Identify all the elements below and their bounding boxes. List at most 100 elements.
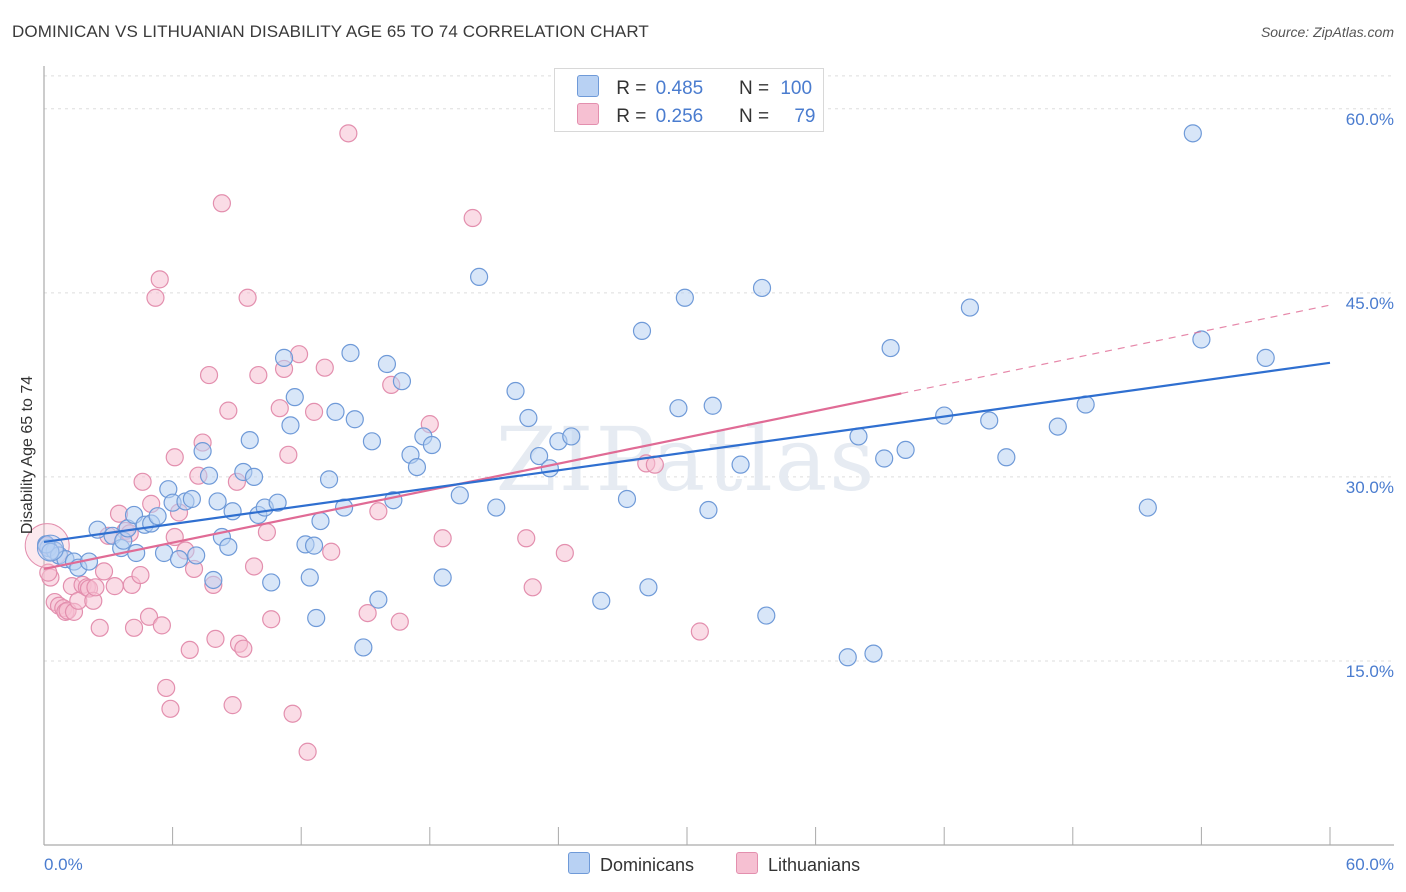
dominicans-point xyxy=(592,591,611,610)
lithuanians-point xyxy=(161,699,180,718)
dominicans-point xyxy=(307,608,326,628)
legend-n-label: N = xyxy=(738,78,770,99)
legend-n-value: 79 xyxy=(794,106,816,127)
dominicans-point xyxy=(268,493,287,512)
legend-swatch-pink xyxy=(577,103,599,125)
chart-title: DOMINICAN VS LITHUANIAN DISABILITY AGE 6… xyxy=(12,22,649,41)
dominicans-point xyxy=(244,467,264,487)
x-tick-label: 60.0% xyxy=(1346,855,1394,874)
dominicans-point xyxy=(757,606,776,625)
dominicans-point xyxy=(1256,348,1275,367)
dominicans-point xyxy=(675,288,694,307)
lithuanians-point xyxy=(289,345,309,364)
y-tick-label: 45.0% xyxy=(1346,294,1394,313)
dominicans-point xyxy=(703,396,722,415)
lithuanians-point xyxy=(262,610,281,629)
lithuanians-point xyxy=(369,502,388,521)
lithuanians-point xyxy=(358,603,377,623)
source-label: Source: ZipAtlas.com xyxy=(1260,24,1394,40)
dominicans-point xyxy=(187,546,206,565)
dominicans-point xyxy=(240,430,259,450)
lithuanians-point xyxy=(131,565,150,585)
dominicans-cluster xyxy=(36,534,64,562)
bottom-legend-dominicans: Dominicans xyxy=(568,852,694,876)
dominicans-point xyxy=(540,459,559,478)
lithuanians-point xyxy=(199,365,219,385)
dominicans-point xyxy=(669,399,688,418)
bottom-legend-lithuanians: Lithuanians xyxy=(736,852,860,876)
lithuanians-point xyxy=(223,696,242,715)
axes xyxy=(43,66,1394,846)
lithuanians-point xyxy=(339,124,358,143)
lithuanians-point xyxy=(180,640,199,660)
dominicans-point xyxy=(632,321,652,340)
dominicans-point xyxy=(281,416,300,435)
lithuanians-point xyxy=(523,578,542,597)
dominicans-point xyxy=(326,402,345,421)
y-axis-label: Disability Age 65 to 74 xyxy=(19,376,36,534)
bottom-legend-swatch-blue xyxy=(568,852,590,874)
lithuanians-point xyxy=(390,612,409,631)
lithuanians-point xyxy=(433,529,452,548)
lithuanians-point xyxy=(270,399,289,418)
dominicans-point xyxy=(169,550,189,569)
lithuanians-point xyxy=(322,542,341,561)
dominicans-point xyxy=(433,568,452,587)
bottom-legend-swatch-pink xyxy=(736,852,758,874)
lithuanians-point xyxy=(90,618,109,637)
lithuanians-point xyxy=(152,616,171,635)
lithuanians-point xyxy=(146,288,165,307)
dominicans-point xyxy=(422,435,442,455)
dominicans-point xyxy=(896,440,915,460)
dominicans-point xyxy=(262,573,281,592)
dominicans-point xyxy=(699,500,718,520)
lithuanians-point xyxy=(94,562,114,581)
lithuanians-point xyxy=(315,358,334,377)
dominicans-point xyxy=(127,543,146,563)
dominicans-point xyxy=(562,427,581,446)
dominicans-point xyxy=(285,388,304,407)
dominicans-point xyxy=(41,542,60,561)
lithuanians-point xyxy=(133,472,152,491)
x-tick-label: 0.0% xyxy=(44,855,83,874)
y-tick-label: 30.0% xyxy=(1346,478,1394,497)
dominicans-point xyxy=(980,411,999,430)
lithuanians-point xyxy=(244,557,264,576)
dominicans-point xyxy=(1192,330,1211,349)
dominicans-point xyxy=(519,408,538,428)
dominicans-point xyxy=(487,498,506,517)
grid-lines xyxy=(44,75,1394,662)
legend-r-label: R = xyxy=(616,78,647,99)
dominicans-point xyxy=(274,348,294,367)
legend-row-dominicans: R = 0.485 N = 100 xyxy=(577,75,812,99)
dominicans-point xyxy=(208,492,227,511)
dominicans-point xyxy=(392,372,412,391)
dominicans-point xyxy=(731,455,750,474)
dominicans-point xyxy=(182,489,201,509)
legend-n-value: 100 xyxy=(780,78,813,99)
lithuanians-point xyxy=(150,270,169,289)
dominicans-point xyxy=(617,489,637,509)
dominicans-point xyxy=(997,448,1016,467)
dominicans-point xyxy=(881,338,900,358)
dominicans-point xyxy=(300,568,319,587)
legend-r-label: R = xyxy=(616,106,647,127)
dominicans-point xyxy=(407,457,427,477)
lithuanians-point xyxy=(298,742,317,761)
lithuanians-point xyxy=(124,618,144,637)
dominicans-points xyxy=(36,124,1275,667)
lithuanians-trend-extension xyxy=(901,304,1331,395)
lithuanians-point xyxy=(139,607,159,626)
lithuanians-point xyxy=(86,578,105,597)
dominicans-point xyxy=(1048,417,1067,436)
dominicans-point xyxy=(849,427,868,446)
legend-n-label: N = xyxy=(738,106,770,127)
dominicans-point xyxy=(1183,124,1202,143)
stats-legend: R = 0.485 N = 100 R = 0.256 N = 79 xyxy=(554,68,824,132)
lithuanians-point xyxy=(234,639,253,658)
lithuanians-point xyxy=(105,577,124,596)
legend-r-value: 0.256 xyxy=(655,106,704,127)
dominicans-point xyxy=(204,570,223,590)
dominicans-point xyxy=(345,410,364,429)
